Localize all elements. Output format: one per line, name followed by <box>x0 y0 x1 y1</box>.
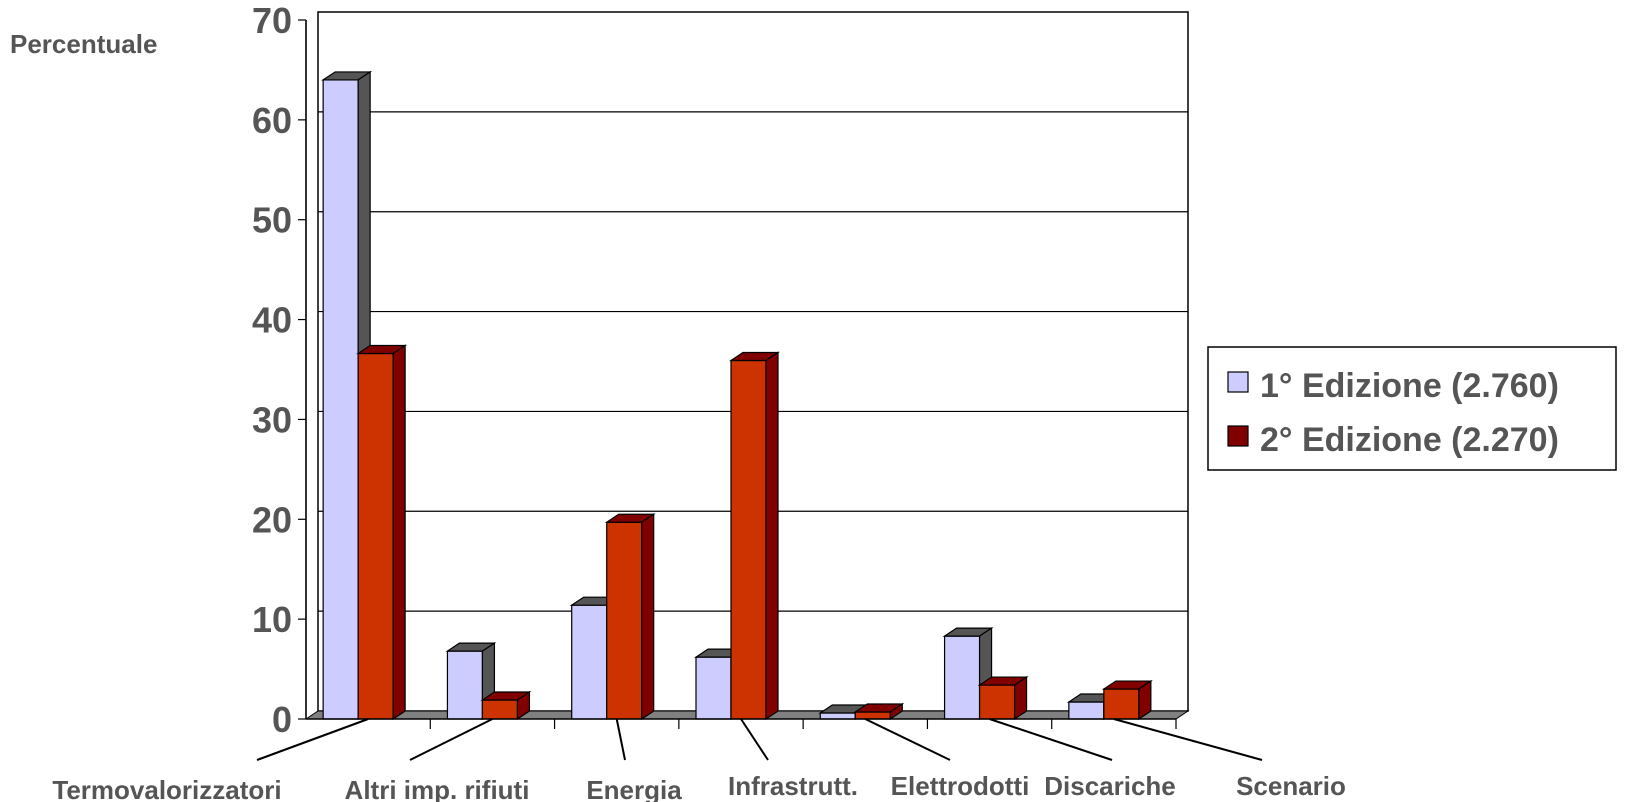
legend-swatch-series-2 <box>1227 425 1249 447</box>
bar-side <box>889 702 903 721</box>
y-tick-label: 70 <box>252 0 292 41</box>
x-label-leader <box>1113 718 1263 761</box>
bar-front <box>978 684 1016 720</box>
x-label-leader <box>864 718 951 761</box>
x-tick-label: Infrastrutt. <box>728 771 858 801</box>
bar-side <box>641 513 655 721</box>
bar-side <box>516 690 531 721</box>
y-tick-label: 50 <box>252 200 292 241</box>
bar-side <box>1013 675 1028 721</box>
x-label-leader <box>989 718 1113 761</box>
bar-side <box>765 351 779 721</box>
bar-front <box>819 712 856 720</box>
x-tick-label: Termovalorizzatori <box>52 775 281 802</box>
bar-front <box>1103 688 1140 720</box>
y-tick-label: 10 <box>252 599 292 640</box>
legend-swatch-series-1 <box>1227 371 1249 393</box>
y-tick-label: 0 <box>272 699 292 740</box>
x-label-leader <box>256 718 369 761</box>
legend-label-series-1: 1° Edizione (2.760) <box>1260 367 1559 405</box>
x-label-leader <box>409 718 493 761</box>
bar-front <box>571 604 608 720</box>
y-tick-label: 30 <box>252 399 292 440</box>
legend-box <box>1207 346 1617 471</box>
bar-front <box>481 699 519 720</box>
legend: 1° Edizione (2.760) 2° Edizione (2.270) <box>1207 346 1617 471</box>
x-tick-label: Energia <box>586 775 682 802</box>
bar-front <box>606 521 643 720</box>
x-tick-label: Discariche <box>1044 771 1176 801</box>
bars-layer <box>321 70 1153 721</box>
bar-side <box>1138 679 1152 721</box>
y-tick-label: 60 <box>252 100 292 141</box>
bar-front <box>322 79 359 720</box>
y-tick-label: 40 <box>252 300 292 341</box>
bar-front <box>357 352 394 720</box>
x-tick-label: Scenario <box>1236 771 1346 801</box>
legend-label-series-2: 2° Edizione (2.270) <box>1260 421 1559 459</box>
bar-front <box>446 650 484 720</box>
axis-layer: 0 10 20 30 40 50 60 70 Termovalorizzatori Altri i… <box>52 0 1346 802</box>
x-tick-label: Elettrodotti <box>891 771 1030 801</box>
bar-front <box>854 711 891 720</box>
bar-front <box>943 635 981 720</box>
bar-front <box>695 656 732 720</box>
x-tick-label: Altri imp. rifiuti <box>345 775 530 802</box>
x-label-leader <box>740 718 769 761</box>
bar-side <box>392 344 406 721</box>
bar-front <box>730 359 767 720</box>
y-axis-label: Percentuale <box>10 29 157 59</box>
x-label-leader <box>615 718 626 761</box>
y-tick-label: 20 <box>252 499 292 540</box>
bar-front <box>1068 701 1105 720</box>
